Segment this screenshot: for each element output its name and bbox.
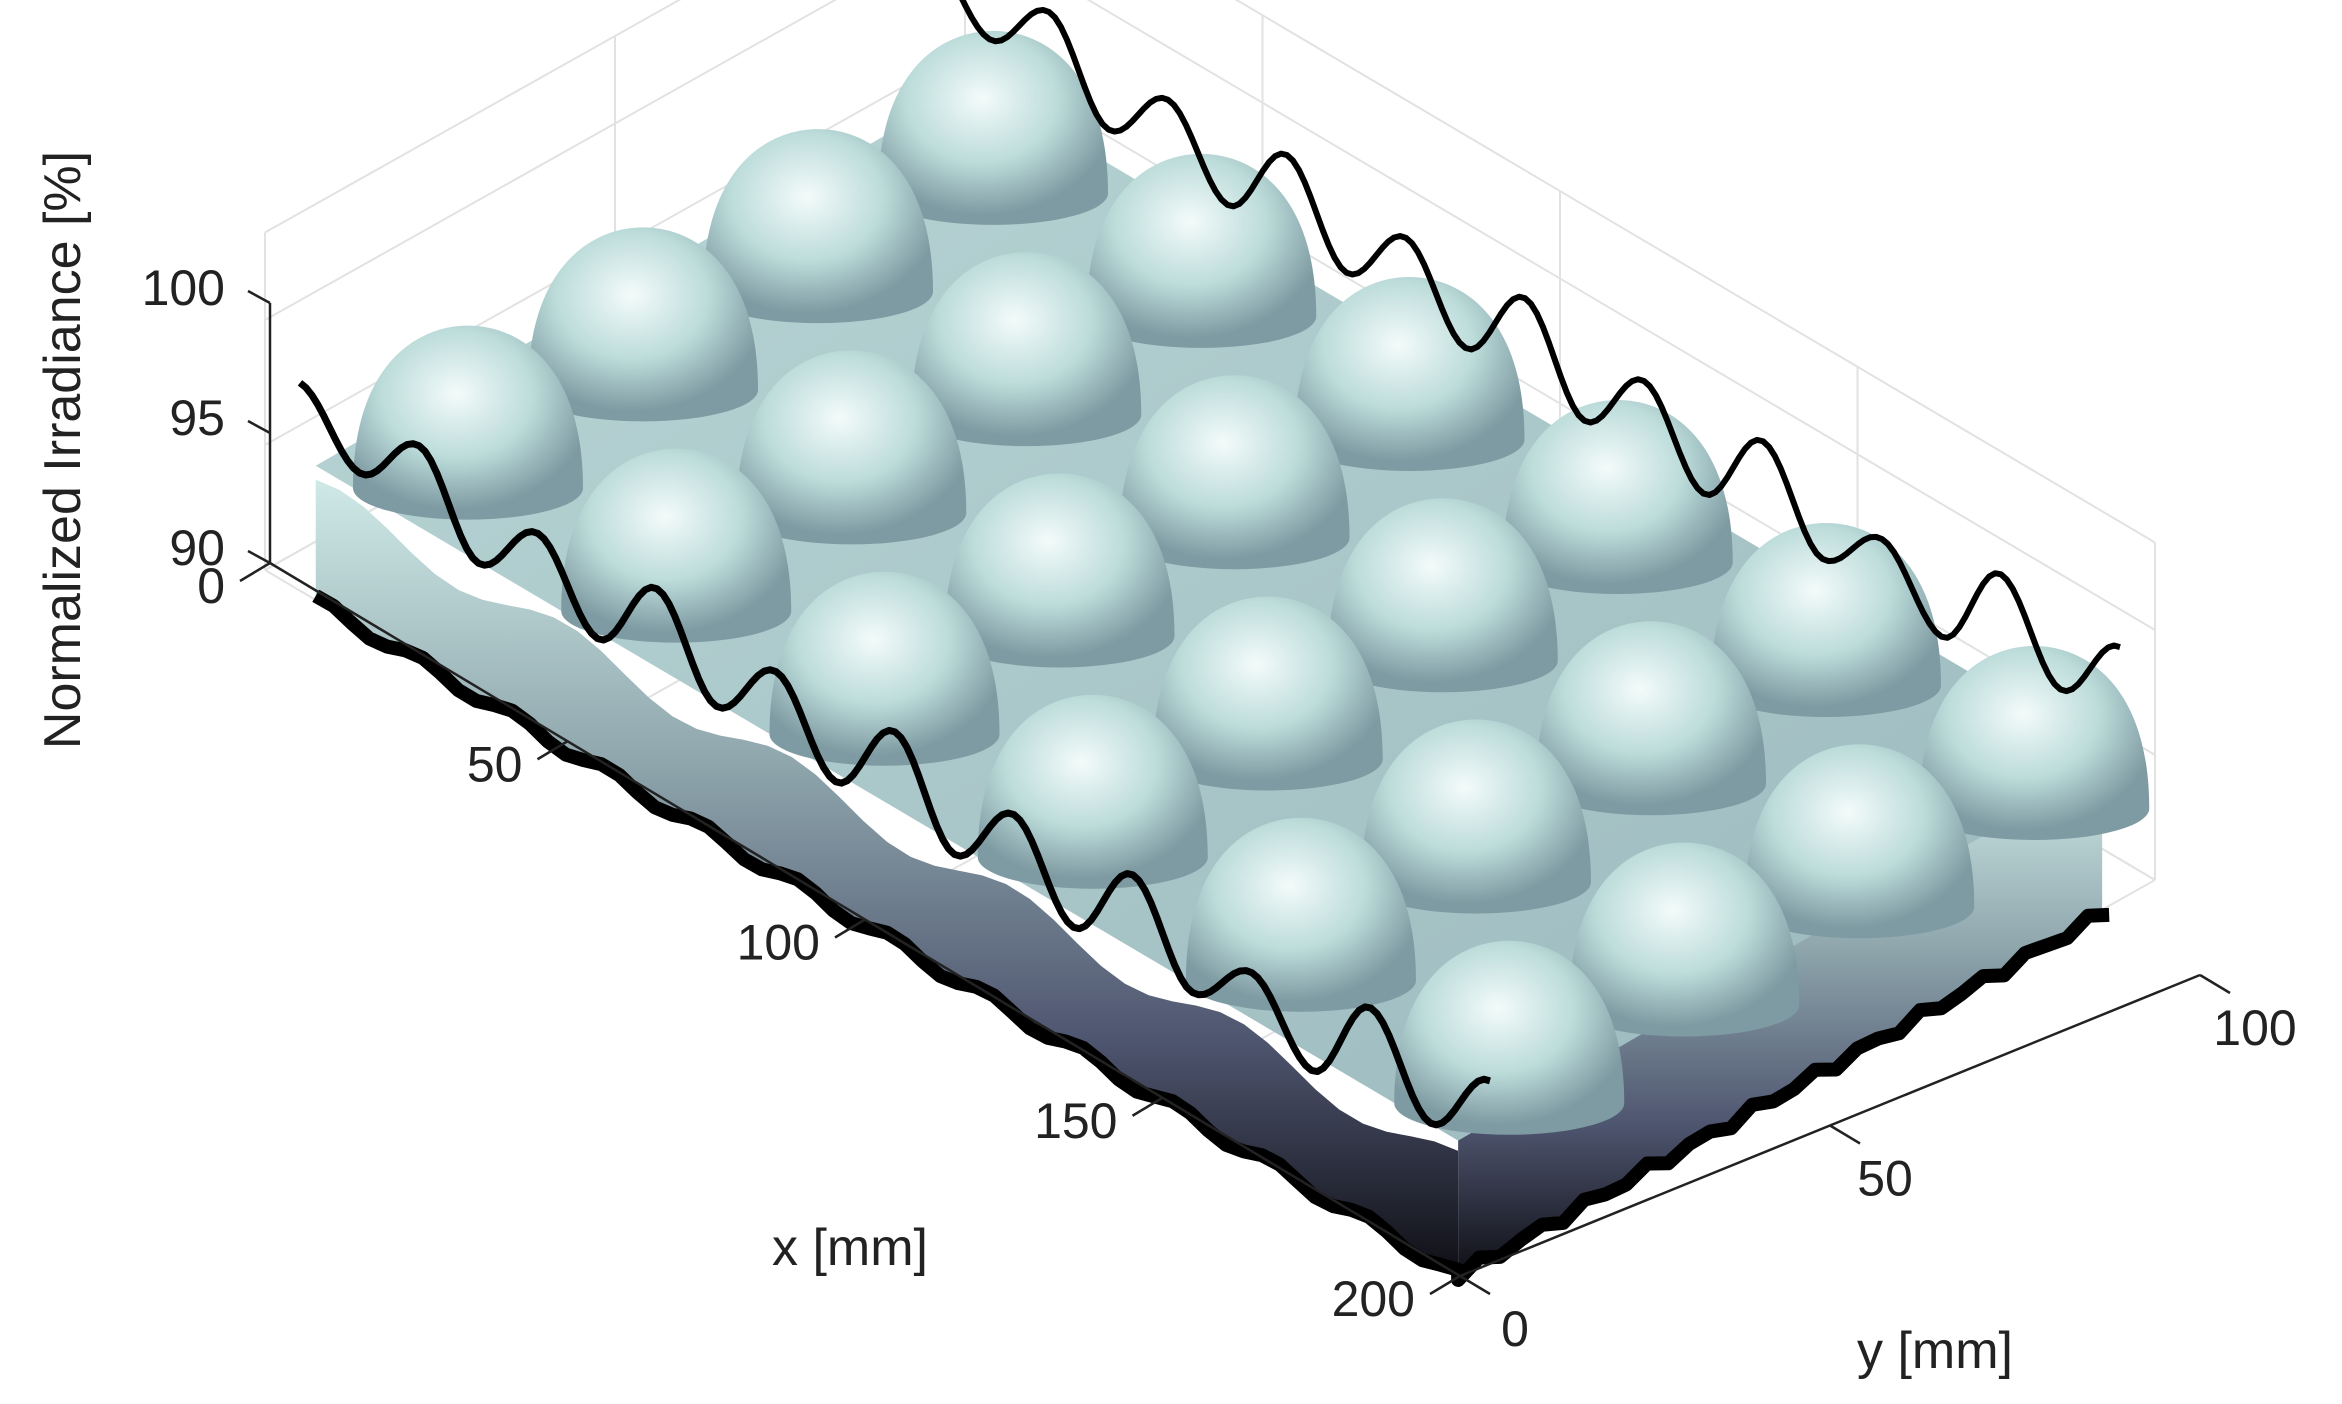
surface-peak bbox=[1327, 498, 1558, 693]
z-tick bbox=[247, 419, 271, 435]
irradiance-surface bbox=[312, 30, 2150, 1287]
surface-bottom-edge bbox=[312, 589, 2110, 1287]
z-tick bbox=[247, 289, 271, 305]
y-tick bbox=[1459, 1274, 1491, 1296]
surface-peak bbox=[1569, 842, 1800, 1037]
y-axis-label: y [mm] bbox=[1857, 1322, 2013, 1380]
surface-peak bbox=[353, 325, 583, 520]
y-tick bbox=[1829, 1124, 1861, 1145]
x-tick-label: 100 bbox=[737, 915, 820, 971]
x-axis-label: x [mm] bbox=[772, 1219, 928, 1277]
x-tick bbox=[239, 561, 271, 583]
surface-front-face bbox=[315, 479, 1459, 1276]
y-tick-label: 0 bbox=[1501, 1301, 1529, 1357]
surface-peak bbox=[1711, 522, 1941, 717]
surface-peak bbox=[1152, 596, 1383, 791]
z-tick-label: 100 bbox=[142, 260, 225, 316]
x-tick bbox=[1131, 1096, 1164, 1117]
z-tick bbox=[247, 549, 271, 565]
surface-peak bbox=[1119, 375, 1350, 570]
z-tick-label: 90 bbox=[169, 520, 225, 576]
axes: 0 50 100 150 200 0 50 100 90 95 100 x [mm] y [mm] Nor… bbox=[34, 151, 2297, 1380]
x-tick bbox=[834, 918, 866, 939]
z-tick-label: 95 bbox=[169, 390, 225, 446]
y-tick-label: 100 bbox=[2213, 1000, 2296, 1056]
surface-peak bbox=[561, 448, 792, 643]
surface-peak bbox=[1394, 940, 1625, 1135]
surface-peak bbox=[528, 227, 758, 422]
surface-peak bbox=[878, 30, 1108, 225]
surface-peak bbox=[1361, 719, 1591, 914]
y-tick bbox=[2199, 973, 2231, 995]
z-axis-label: Normalized Irradiance [%] bbox=[34, 151, 92, 749]
x-tick-label: 0 bbox=[197, 558, 225, 614]
x-tick-label: 150 bbox=[1034, 1093, 1117, 1149]
surface-peak bbox=[1086, 153, 1317, 348]
surface-peak bbox=[1186, 817, 1416, 1012]
profile-line bbox=[297, 0, 2121, 1129]
surface-peak bbox=[703, 129, 933, 324]
surface-peak bbox=[944, 473, 1175, 668]
surface-peak bbox=[769, 571, 1000, 766]
surface-peak bbox=[1919, 646, 2150, 841]
x-tick bbox=[1429, 1274, 1461, 1296]
surface-peak bbox=[1744, 744, 1975, 939]
surface-peak bbox=[911, 252, 1142, 447]
grid-line bbox=[264, 0, 2156, 631]
y-tick-label: 50 bbox=[1857, 1151, 1913, 1207]
x-tick-label: 50 bbox=[467, 736, 523, 792]
x-tick bbox=[536, 740, 569, 761]
surface-peak bbox=[736, 350, 967, 545]
grid-line bbox=[264, 0, 2156, 544]
x-tick-label: 200 bbox=[1332, 1271, 1415, 1327]
profile-line-back bbox=[959, 0, 2121, 695]
surface-peak bbox=[1294, 276, 1525, 471]
surface-peak bbox=[977, 694, 1208, 889]
profile-line-front bbox=[297, 380, 1491, 1129]
surface-peak bbox=[1536, 621, 1766, 816]
